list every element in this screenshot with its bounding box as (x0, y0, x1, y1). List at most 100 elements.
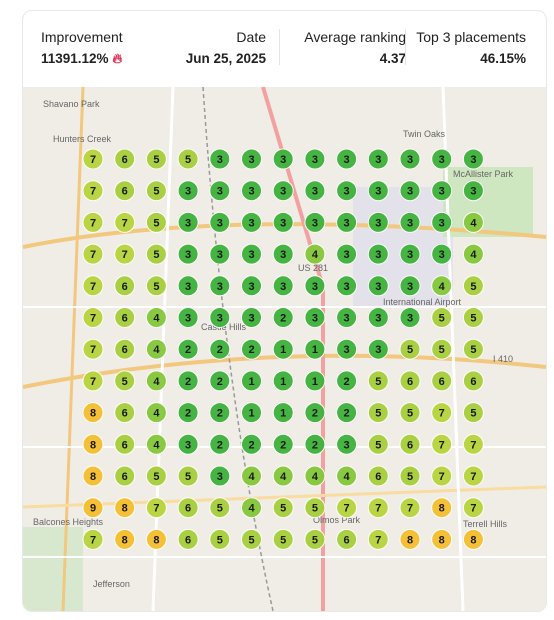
pin-circle (431, 465, 453, 487)
rank-pin: 3 (209, 211, 231, 233)
pin-rank: 9 (90, 503, 96, 515)
pin-circle (304, 211, 326, 233)
rank-pin: 3 (367, 180, 389, 202)
pin-rank: 7 (90, 249, 96, 261)
pin-rank: 8 (439, 503, 445, 515)
pin-rank: 2 (217, 376, 223, 388)
rank-pin: 8 (114, 528, 136, 550)
rank-pin: 3 (272, 148, 294, 170)
pin-rank: 6 (122, 439, 128, 451)
pin-circle (399, 148, 421, 170)
pin-circle (241, 275, 262, 297)
pin-rank: 2 (185, 344, 191, 356)
rank-pin: 7 (82, 148, 104, 170)
pin-circle (462, 433, 484, 455)
pin-circle (145, 528, 167, 550)
map-label: Terrell Hills (463, 519, 508, 529)
rank-pin: 8 (114, 497, 136, 519)
rank-pin: 5 (399, 338, 421, 360)
pin-rank: 5 (248, 534, 254, 546)
pin-rank: 3 (407, 249, 413, 261)
pin-circle (82, 528, 104, 550)
map-label: International Airport (383, 297, 462, 307)
pin-circle (145, 402, 167, 424)
pin-rank: 8 (122, 503, 128, 515)
rank-pin: 7 (82, 275, 104, 297)
rank-pin: 3 (367, 338, 389, 360)
pin-rank: 7 (439, 439, 445, 451)
pin-circle (367, 402, 389, 424)
rank-pin: 5 (272, 528, 294, 550)
pin-rank: 3 (375, 313, 381, 325)
pin-circle (82, 180, 104, 202)
pin-circle (431, 402, 453, 424)
pin-circle (462, 148, 484, 170)
pin-circle (272, 528, 294, 550)
pin-circle (82, 148, 104, 170)
rank-pin: 6 (114, 307, 136, 328)
pin-rank: 5 (375, 439, 381, 451)
rank-pin: 2 (272, 433, 294, 455)
pin-rank: 6 (122, 186, 128, 198)
rank-pin: 6 (367, 465, 389, 487)
rank-pin: 6 (399, 433, 421, 455)
pin-circle (114, 148, 136, 170)
rank-pin: 3 (177, 211, 199, 233)
rank-pin: 6 (114, 148, 136, 170)
rank-pin: 5 (177, 465, 199, 487)
stat: Top 3 placements 46.15% (416, 29, 526, 66)
rank-pin: 3 (177, 433, 199, 455)
pin-rank: 3 (312, 281, 318, 293)
rank-pin: 6 (431, 370, 453, 392)
pin-circle (114, 243, 136, 265)
pin-rank: 5 (153, 154, 159, 166)
rank-pin: 1 (272, 402, 294, 424)
pin-rank: 3 (375, 154, 381, 166)
pin-circle (462, 338, 484, 360)
rank-pin: 6 (114, 433, 136, 455)
pin-rank: 6 (122, 408, 128, 420)
map-label: Twin Oaks (403, 129, 446, 139)
rank-pin: 7 (82, 180, 104, 202)
rank-pin: 3 (399, 243, 421, 265)
pin-circle (177, 433, 199, 455)
pin-circle (82, 465, 104, 487)
rank-pin: 5 (145, 275, 167, 297)
pin-circle (336, 402, 358, 424)
pin-rank: 8 (439, 534, 445, 546)
rank-pin: 7 (399, 497, 421, 519)
pin-circle (209, 497, 231, 519)
rank-pin: 3 (177, 307, 199, 328)
pin-circle (241, 180, 262, 202)
pin-rank: 1 (280, 344, 286, 356)
pin-rank: 7 (470, 439, 476, 451)
rank-pin: 4 (145, 307, 167, 328)
stat-label: Top 3 placements (416, 29, 526, 45)
pin-circle (82, 275, 104, 297)
pin-circle (209, 148, 231, 170)
rank-pin: 3 (399, 307, 421, 328)
pin-rank: 3 (217, 471, 223, 483)
rank-pin: 3 (304, 148, 326, 170)
rank-pin: 3 (241, 243, 262, 265)
rank-pin: 1 (241, 402, 262, 424)
road (441, 87, 465, 611)
pin-rank: 7 (90, 154, 96, 166)
rank-pin: 4 (304, 465, 326, 487)
rank-pin: 6 (114, 180, 136, 202)
stat-value: 11391.12% 🔥︎ (41, 51, 123, 67)
pin-circle (336, 528, 358, 550)
pin-circle (462, 370, 484, 392)
rank-pin: 3 (431, 211, 453, 233)
map-label: Shavano Park (43, 99, 100, 109)
rank-pin: 3 (272, 275, 294, 297)
pin-rank: 5 (470, 408, 476, 420)
pin-rank: 7 (439, 408, 445, 420)
rank-pin: 8 (82, 433, 104, 455)
pin-circle (145, 433, 167, 455)
pin-rank: 4 (153, 376, 160, 388)
pin-rank: 3 (375, 186, 381, 198)
rank-pin: 4 (304, 243, 326, 265)
pin-circle (272, 370, 294, 392)
pin-circle (241, 211, 262, 233)
